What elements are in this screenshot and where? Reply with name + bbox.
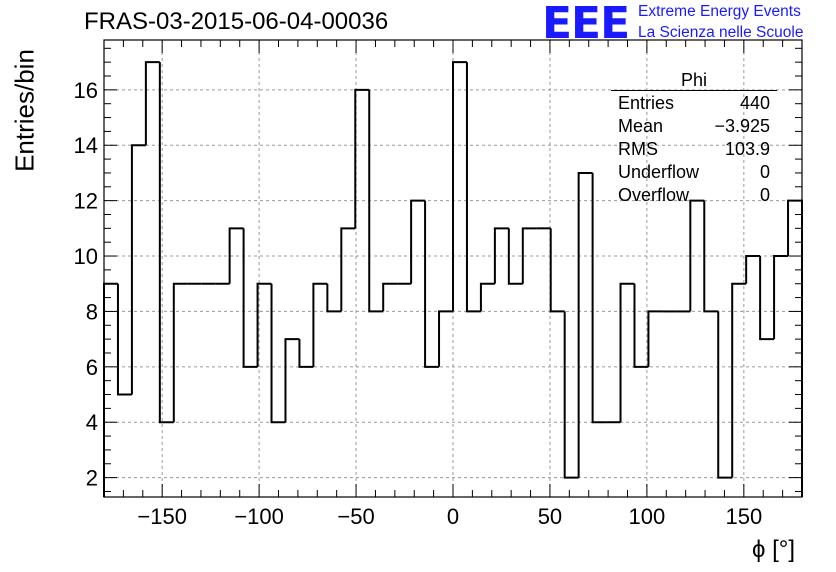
histogram-bin [759, 256, 775, 341]
histogram-bin [787, 199, 803, 497]
histogram-bin [717, 311, 733, 479]
histogram-bin [549, 228, 565, 313]
stat-label: RMS [618, 139, 658, 159]
histogram-bin [256, 282, 272, 367]
logo-line-2: La Scienza nelle Scuole [638, 24, 804, 41]
y-tick-label: 2 [86, 466, 98, 491]
stat-value: −3.925 [714, 116, 770, 136]
stat-row-entries: Entries 440 [618, 93, 770, 115]
y-tick-label: 16 [74, 78, 98, 103]
y-tick-label: 4 [86, 410, 98, 435]
stats-divider [611, 90, 777, 91]
histogram-bin [270, 283, 286, 424]
histogram-bin [424, 200, 440, 368]
histogram-bin [298, 339, 314, 368]
histogram-bin [116, 283, 132, 396]
x-tick-label: −150 [137, 504, 187, 529]
stat-value: 0 [759, 162, 770, 182]
y-tick-label: 8 [86, 299, 98, 324]
stat-value: 0 [759, 185, 770, 205]
eee-logo: EEE [542, 0, 630, 49]
histogram-bin [591, 172, 607, 424]
histogram-bin [452, 61, 467, 312]
x-tick-label: −50 [337, 504, 374, 529]
histogram-bin [633, 283, 649, 368]
histogram-bin [493, 227, 509, 284]
histogram-bin [479, 282, 495, 312]
histogram-bin [507, 228, 523, 285]
histogram-bin [563, 311, 579, 479]
stat-label: Entries [618, 93, 675, 113]
histogram-bin [647, 310, 663, 367]
stat-row-mean: Mean −3.925 [618, 116, 770, 138]
stat-label: Mean [618, 116, 664, 136]
stat-label: Overflow [618, 185, 690, 205]
histogram-bin [773, 255, 789, 340]
stat-value: 440 [739, 93, 770, 113]
stat-value: 103.9 [724, 139, 770, 159]
x-tick-label: 50 [538, 504, 562, 529]
histogram-bin [438, 310, 453, 367]
y-tick-label: 10 [74, 244, 98, 269]
histogram-bin [228, 227, 244, 284]
histogram-bin [619, 282, 635, 423]
y-tick-label: 6 [86, 355, 98, 380]
x-tick-label: 0 [447, 504, 459, 529]
y-tick-label: 12 [74, 189, 98, 214]
histogram-bin [312, 282, 328, 367]
stats-box: Phi Entries 440 Mean −3.925 RMS 103.9 Un… [608, 70, 780, 210]
histogram-bin [354, 88, 370, 229]
histogram-bin [577, 171, 593, 478]
histogram-bin [731, 282, 747, 478]
histogram-bin [130, 144, 146, 395]
x-tick-label: 100 [629, 504, 666, 529]
histogram-bin [410, 199, 426, 284]
stat-row-underflow: Underflow 0 [618, 162, 770, 184]
y-axis-label: Entries/bin [9, 49, 40, 172]
chart-title: FRAS-03-2015-06-04-00036 [84, 8, 389, 35]
stat-row-overflow: Overflow 0 [618, 185, 770, 207]
histogram-bin [382, 282, 398, 312]
stat-label: Underflow [618, 162, 700, 182]
logo-line-1: Extreme Energy Events [638, 3, 801, 20]
y-tick-label: 14 [74, 133, 98, 158]
histogram-bin [368, 89, 384, 313]
histogram-bin [103, 282, 118, 497]
x-axis-label: ϕ [°] [752, 536, 796, 563]
histogram-bin [144, 61, 160, 146]
histogram-bin [340, 227, 356, 312]
histogram-bin [689, 199, 705, 312]
histogram-bin [242, 228, 258, 368]
x-tick-label: 150 [725, 504, 762, 529]
x-tick-label: −100 [234, 504, 284, 529]
stats-title: Phi [680, 70, 707, 90]
histogram-bin [745, 255, 761, 284]
histogram-bin [521, 227, 537, 284]
histogram-bin [158, 62, 174, 424]
histogram-bin [465, 62, 481, 313]
histogram-bin [326, 283, 342, 313]
histogram-bin [284, 338, 300, 423]
histogram-bin [703, 200, 719, 313]
histogram-bin [172, 282, 188, 423]
stat-row-rms: RMS 103.9 [618, 139, 770, 161]
